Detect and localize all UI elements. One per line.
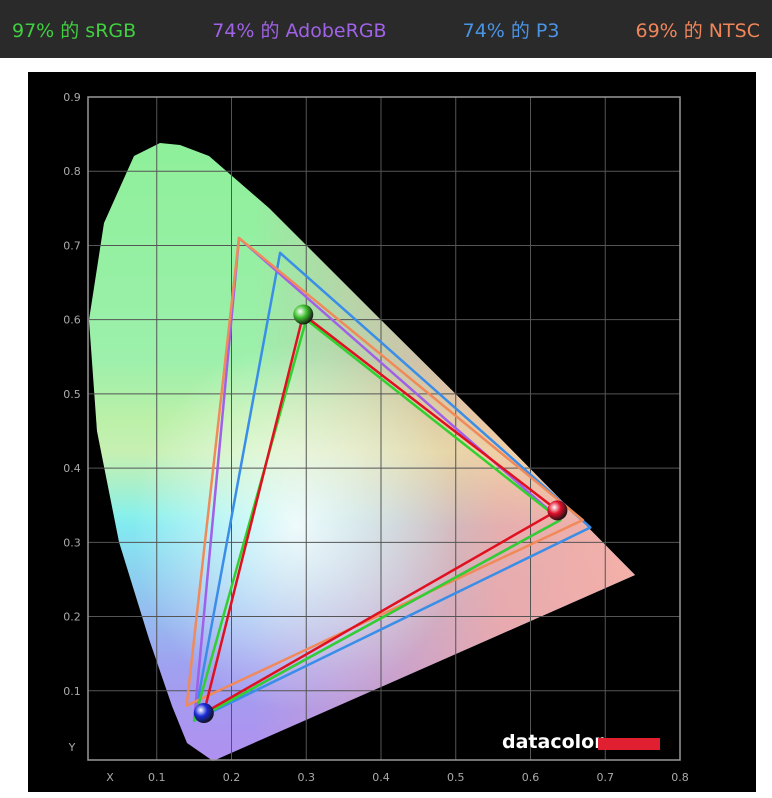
y-tick-label: 0.5 — [63, 388, 81, 401]
x-tick-label: 0.1 — [148, 771, 166, 784]
gamut-triangle — [192, 251, 592, 722]
x-tick-label: 0.8 — [671, 771, 689, 784]
logo: datacolor — [502, 731, 604, 753]
x-tick-label: 0.5 — [447, 771, 465, 784]
primary-point — [547, 500, 568, 521]
coverage-label: 74% 的 AdobeRGB — [212, 19, 387, 42]
x-tick-label: 0.6 — [522, 771, 540, 784]
coverage-label: 74% 的 P3 — [462, 19, 560, 42]
gamut-triangle — [202, 313, 559, 715]
y-tick-label: 0.4 — [63, 462, 81, 475]
plot-frame — [87, 96, 681, 761]
primary-point — [193, 703, 214, 724]
y-tick-label: 0.1 — [63, 685, 81, 698]
x-tick-label: 0.4 — [372, 771, 390, 784]
gamut-triangle — [185, 236, 585, 707]
x-tick-label: X — [106, 771, 114, 784]
y-tick-label: 0.7 — [63, 239, 81, 252]
y-tick-label: 0.9 — [63, 91, 81, 104]
coverage-label: 97% 的 sRGB — [12, 19, 137, 42]
x-tick-label: 0.2 — [223, 771, 241, 784]
logo-bar — [598, 738, 660, 750]
gamut-triangle — [192, 318, 562, 722]
x-tick-label: 0.7 — [597, 771, 615, 784]
y-tick-label: 0.8 — [63, 165, 81, 178]
coverage-label: 69% 的 NTSC — [635, 19, 760, 42]
y-tick-label: 0.3 — [63, 536, 81, 549]
y-tick-label: 0.6 — [63, 314, 81, 327]
y-tick-label: 0.2 — [63, 611, 81, 624]
primary-point — [293, 304, 314, 325]
y-tick-label: Y — [68, 741, 76, 754]
header: 97% 的 sRGB 74% 的 AdobeRGB 74% 的 P3 69% 的 NT… — [0, 0, 772, 58]
x-tick-label: 0.3 — [298, 771, 316, 784]
